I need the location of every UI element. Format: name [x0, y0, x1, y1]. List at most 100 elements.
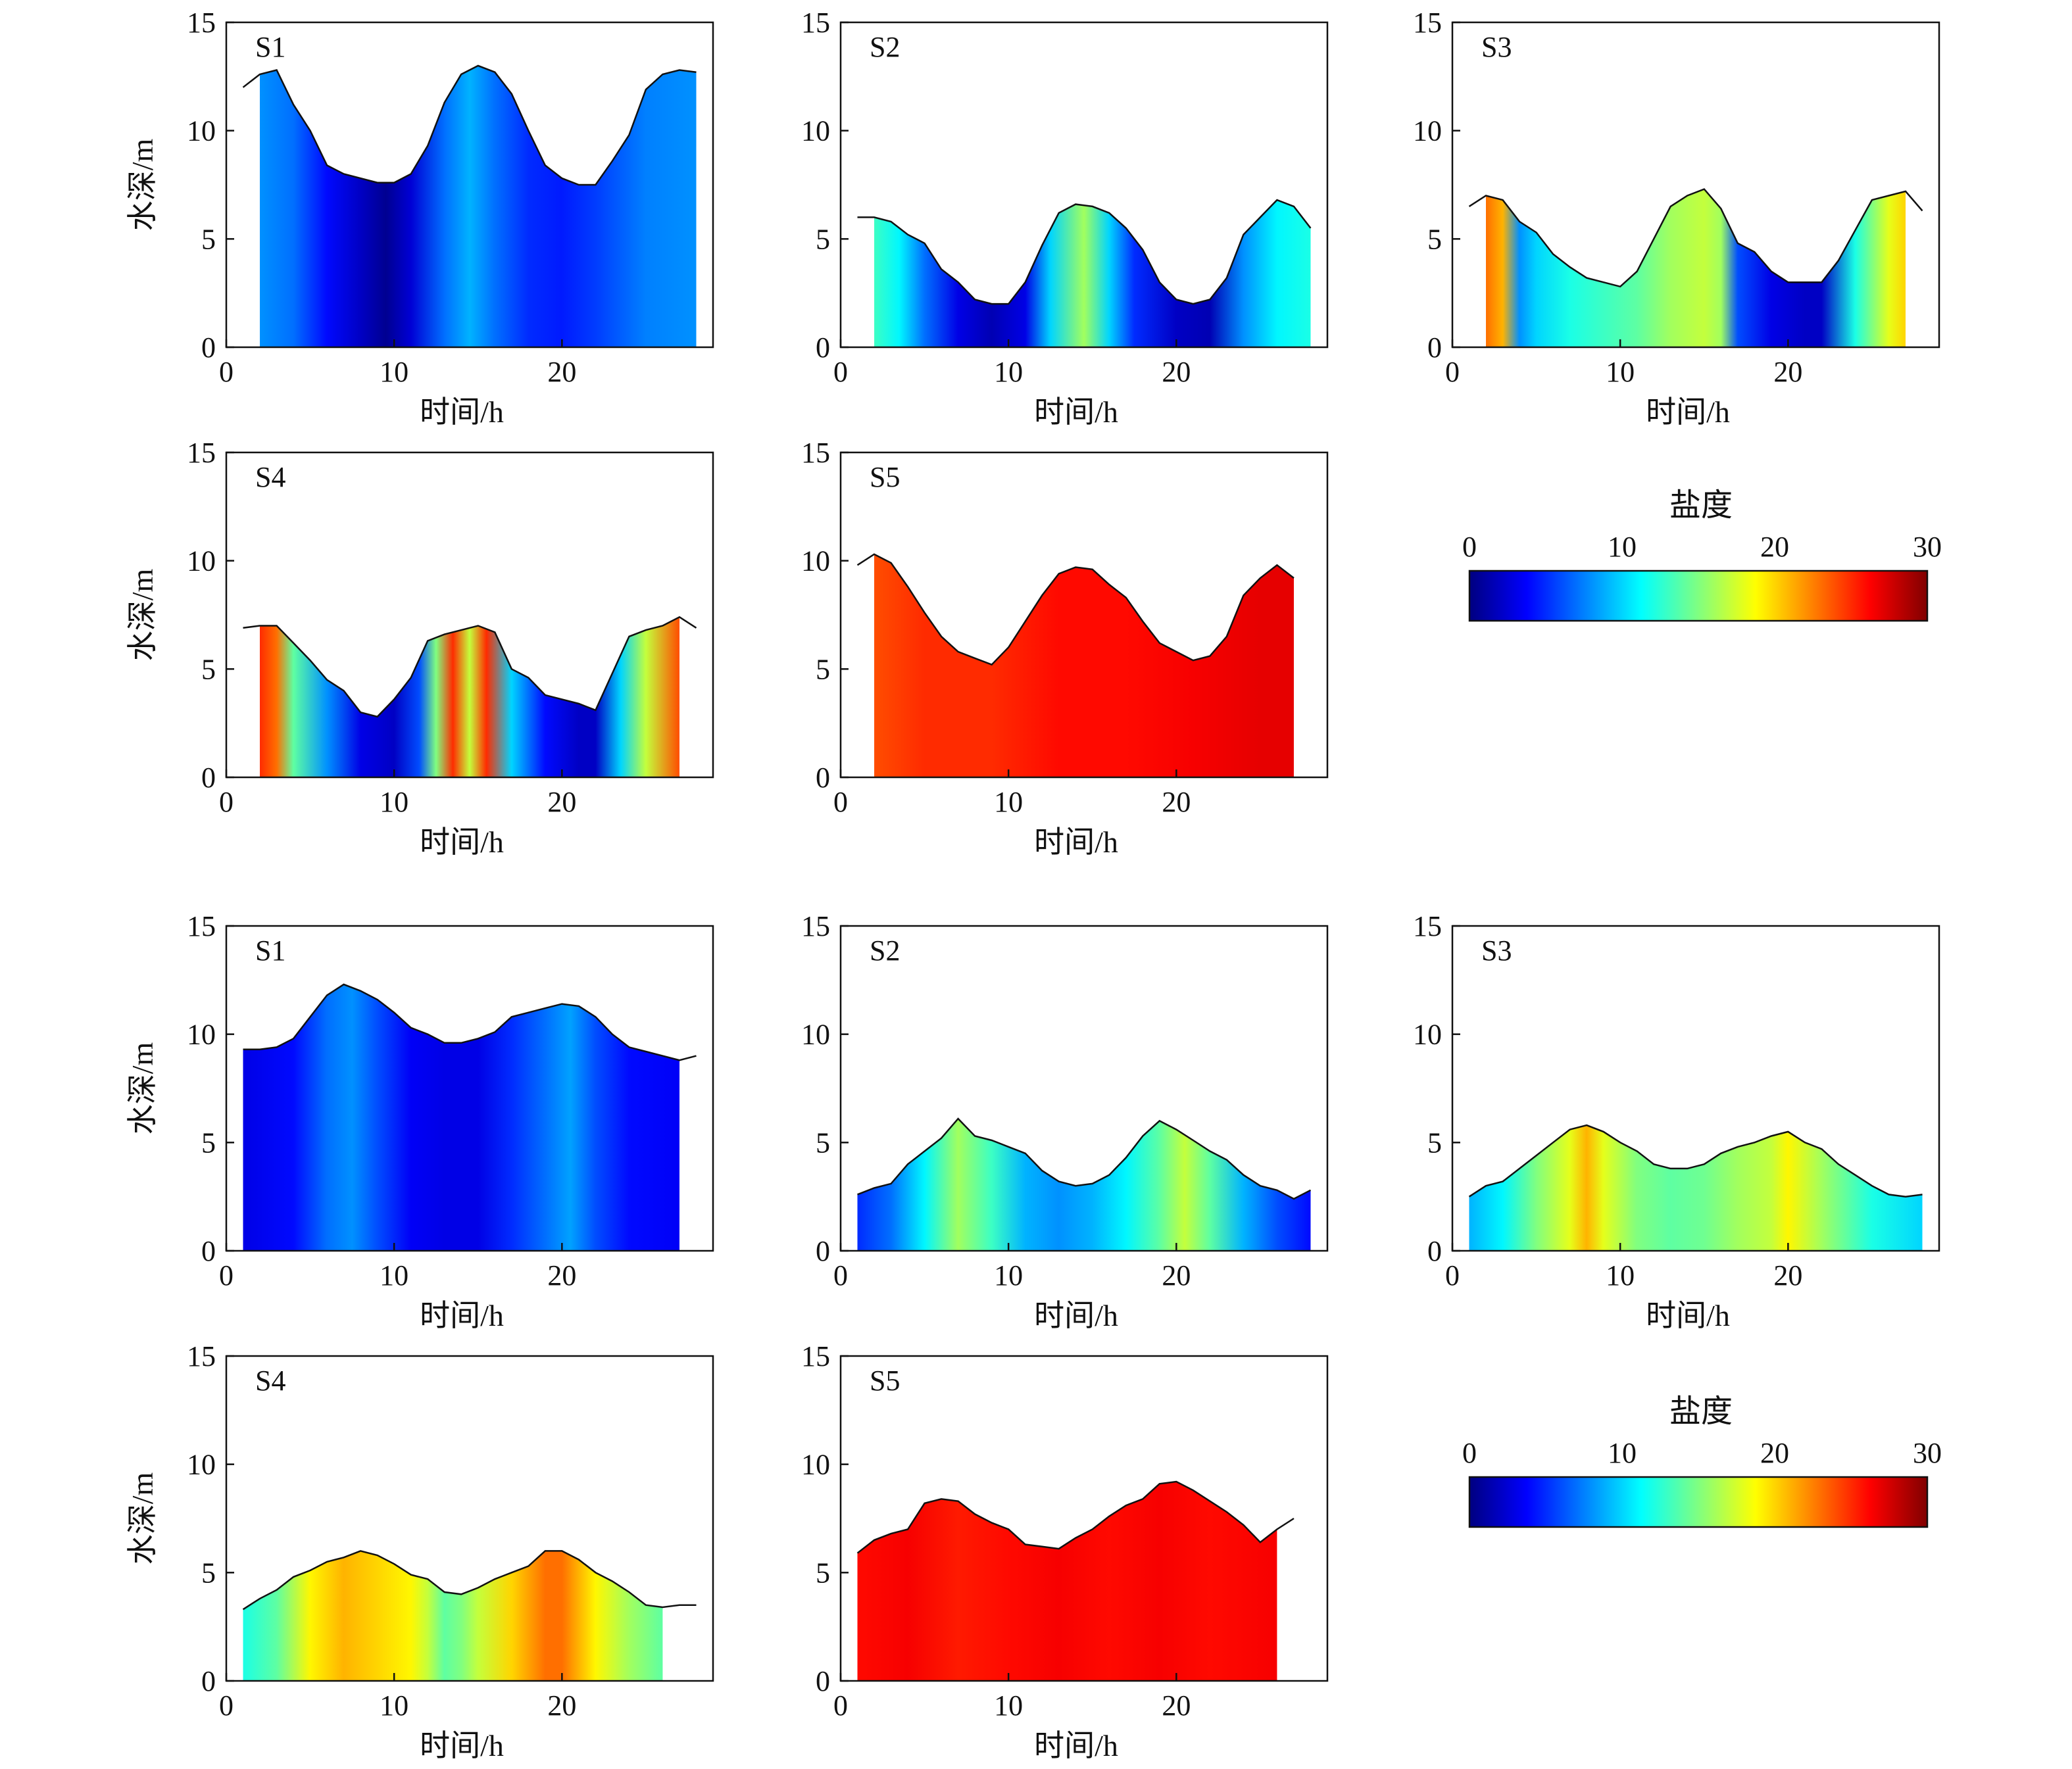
y-tick-label: 15: [1413, 910, 1442, 942]
salinity-field: [1469, 1125, 1923, 1251]
colorbar-tick-label: 10: [1608, 1437, 1637, 1469]
x-tick-label: 0: [219, 1259, 234, 1292]
x-axis-label: 时间/h: [420, 1729, 504, 1762]
y-tick-label: 0: [201, 762, 216, 794]
panel-bottom-s4: 0 5 10 15 0 10 20 S4 时间/h 水深/m: [126, 1340, 714, 1762]
y-tick-label: 5: [816, 1557, 830, 1589]
panel-bottom-s5: 0 5 10 15 0 10 20 S5 时间/h: [801, 1340, 1329, 1762]
colorbar-gradient: [1468, 569, 1929, 622]
x-tick-label: 20: [1162, 356, 1191, 388]
y-tick-label: 15: [187, 7, 216, 39]
station-label: S5: [870, 461, 900, 493]
x-axis-label: 时间/h: [1034, 1299, 1118, 1332]
y-tick-label: 0: [816, 1665, 830, 1697]
station-label: S1: [255, 31, 285, 63]
plot-frame: [1451, 925, 1940, 1252]
x-tick-label: 10: [380, 1689, 408, 1722]
colorbar-title: 盐度: [1669, 488, 1733, 523]
water-surface-line: [242, 1550, 697, 1611]
x-tick-label: 0: [219, 1689, 234, 1722]
station-label: S1: [255, 934, 285, 967]
y-tick-label: 15: [1413, 7, 1442, 39]
y-tick-label: 10: [187, 1019, 216, 1051]
y-tick-label: 15: [187, 437, 216, 469]
panel-top-s1: 0 5 10 15 0 10 20 S1 时间/h 水深/m: [126, 7, 714, 429]
y-tick-label: 10: [187, 1449, 216, 1481]
water-surface-line: [856, 553, 1295, 666]
y-tick-label: 15: [187, 1340, 216, 1372]
y-tick-label: 5: [201, 653, 216, 685]
y-tick-label: 10: [801, 545, 830, 577]
y-tick-label: 5: [201, 1557, 216, 1589]
panel-bottom-s2: 0 5 10 15 0 10 20 S2 时间/h: [801, 910, 1329, 1332]
x-tick-label: 0: [219, 356, 234, 388]
y-tick-label: 15: [801, 910, 830, 942]
y-tick-label: 0: [201, 331, 216, 364]
y-tick-label: 0: [201, 1665, 216, 1697]
y-tick-label: 15: [801, 7, 830, 39]
y-tick-label: 0: [816, 762, 830, 794]
station-label: S3: [1481, 31, 1512, 63]
x-tick-label: 20: [1162, 1689, 1191, 1722]
colorbar-tick-label: 0: [1462, 1437, 1477, 1469]
x-tick-label: 0: [833, 786, 848, 818]
y-axis-label: 水深/m: [126, 139, 159, 231]
x-tick-label: 0: [1445, 1259, 1460, 1292]
x-tick-label: 10: [1606, 356, 1635, 388]
salinity-field: [1486, 189, 1906, 347]
y-axis-label: 水深/m: [126, 1472, 159, 1565]
x-axis-label: 时间/h: [1034, 1729, 1118, 1762]
x-tick-label: 10: [380, 1259, 408, 1292]
y-tick-label: 5: [1427, 223, 1442, 255]
station-label: S4: [255, 1365, 285, 1397]
x-tick-label: 10: [994, 1689, 1023, 1722]
y-tick-label: 10: [801, 115, 830, 147]
panel-top-s3: 0 5 10 15 0 10 20 S3 时间/h: [1413, 7, 1940, 429]
x-tick-label: 0: [219, 786, 234, 818]
x-tick-label: 20: [547, 356, 576, 388]
plot-frame: [839, 21, 1329, 349]
salinity-field: [857, 1482, 1277, 1681]
colorbar-tick-label: 30: [1913, 1437, 1942, 1469]
y-tick-label: 0: [816, 1235, 830, 1267]
colorbar-title: 盐度: [1669, 1394, 1733, 1429]
plot-frame: [225, 21, 714, 349]
salinity-field: [260, 65, 697, 348]
salinity-field: [243, 984, 679, 1251]
x-tick-label: 10: [380, 356, 408, 388]
station-label: S3: [1481, 934, 1512, 967]
y-axis-label: 水深/m: [126, 1042, 159, 1135]
colorbar-gradient: [1468, 1476, 1929, 1528]
x-axis-label: 时间/h: [1646, 1299, 1730, 1332]
x-tick-label: 0: [1445, 356, 1460, 388]
x-tick-label: 10: [994, 786, 1023, 818]
y-tick-label: 10: [801, 1449, 830, 1481]
water-surface-line: [242, 64, 697, 186]
water-surface-line: [856, 1480, 1295, 1554]
x-tick-label: 10: [380, 786, 408, 818]
plot-frame: [225, 1355, 714, 1682]
y-tick-label: 15: [801, 437, 830, 469]
x-axis-label: 时间/h: [420, 395, 504, 429]
colorbar-tick-label: 10: [1608, 531, 1637, 563]
water-surface-line: [243, 983, 697, 1061]
x-tick-label: 20: [1162, 786, 1191, 818]
x-axis-label: 时间/h: [1034, 395, 1118, 429]
water-surface-line: [857, 1117, 1312, 1200]
y-tick-label: 0: [816, 331, 830, 364]
x-tick-label: 20: [1773, 1259, 1802, 1292]
plot-frame: [1451, 21, 1940, 349]
colorbar-tick-label: 20: [1760, 531, 1789, 563]
x-tick-label: 0: [833, 1689, 848, 1722]
y-tick-label: 5: [816, 1127, 830, 1159]
y-tick-label: 0: [201, 1235, 216, 1267]
plot-frame: [839, 925, 1329, 1252]
water-surface-line: [1468, 1124, 1923, 1198]
panel-bottom-s3: 0 5 10 15 0 10 20 S3 时间/h: [1413, 910, 1940, 1332]
y-tick-label: 5: [201, 1127, 216, 1159]
colorbar-tick-label: 30: [1913, 531, 1942, 563]
plot-frame: [839, 451, 1329, 779]
y-tick-label: 0: [1427, 1235, 1442, 1267]
panel-bottom-s1: 0 5 10 15 0 10 20 S1 时间/h 水深/m: [126, 910, 714, 1332]
